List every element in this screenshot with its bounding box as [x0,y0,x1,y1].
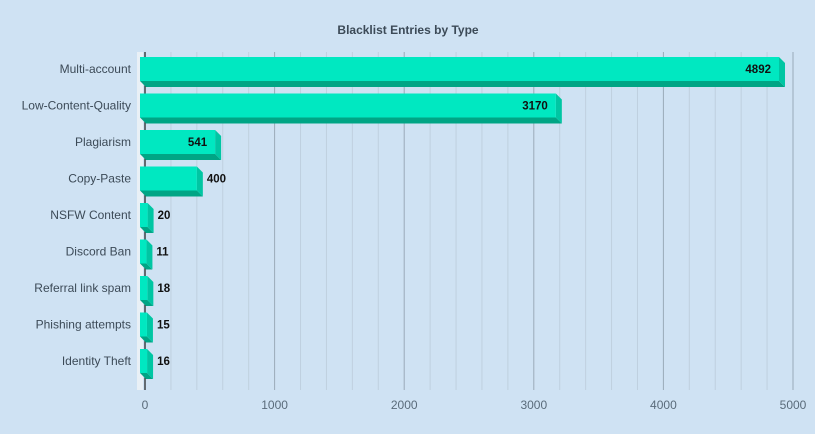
bar-side-face [147,349,154,379]
bar-low-content-quality [140,93,562,124]
data-label: 3170 [522,101,548,113]
bar [140,239,147,264]
category-label: Copy-Paste [68,172,131,186]
bars-layer [140,57,786,379]
x-tick-label: 3000 [520,398,547,412]
bar-bottom-face [140,190,203,197]
category-label: Phishing attempts [36,318,131,332]
bar [140,312,147,337]
bar-side-face [215,130,222,160]
data-label: 20 [158,210,171,222]
data-label: 15 [157,320,170,332]
bar-nsfw-content [140,203,154,233]
labels-layer: Multi-account 4892 Low-Content-Quality 3170… [22,62,771,368]
category-label: Discord Ban [66,245,131,259]
bar-side-face [146,312,153,343]
x-tick-label: 1000 [261,398,288,412]
category-label: Identity Theft [62,354,132,368]
bar-bottom-face [140,300,154,306]
bar [140,130,216,154]
data-label: 541 [188,137,208,149]
bar [140,203,148,227]
x-tick-label: 2000 [391,398,418,412]
chart-title: Blacklist Entries by Type [337,23,478,37]
bar [140,93,556,118]
bar-bottom-face [140,154,222,160]
bar [140,57,780,81]
bar-bottom-face [140,81,786,87]
x-tick-label: 5000 [780,398,807,412]
bar-side-face [147,276,154,306]
bar-bottom-face [140,263,153,270]
bar-bottom-face [140,227,154,233]
data-label: 4892 [745,64,771,76]
category-label: Referral link spam [34,281,131,295]
bar-side-face [147,203,154,233]
bar-plagiarism [140,130,222,160]
category-label: Plagiarism [75,135,131,149]
bar [140,276,148,300]
bar-phishing-attempts [140,312,153,343]
bar-bottom-face [140,336,153,343]
bar-side-face [196,166,203,197]
bar-side-face [555,93,562,124]
data-label: 400 [207,174,226,186]
bar-bottom-face [140,117,562,124]
bar-referral-link-spam [140,276,154,306]
bar [140,349,148,373]
bar-side-face [146,239,153,270]
bar-identity-theft [140,349,154,379]
category-label: NSFW Content [50,208,131,222]
bar [140,166,197,191]
category-label: Multi-account [60,62,132,76]
data-label: 16 [157,356,170,368]
bar-copy-paste [140,166,203,197]
data-label: 18 [157,283,170,295]
bar-side-face [779,57,786,87]
x-tick-label: 4000 [650,398,677,412]
bar-bottom-face [140,373,154,379]
x-tick-label: 0 [142,398,149,412]
category-label: Low-Content-Quality [22,99,131,113]
bar-discord-ban [140,239,153,270]
data-label: 11 [156,247,169,259]
bar-multi-account [140,57,786,87]
